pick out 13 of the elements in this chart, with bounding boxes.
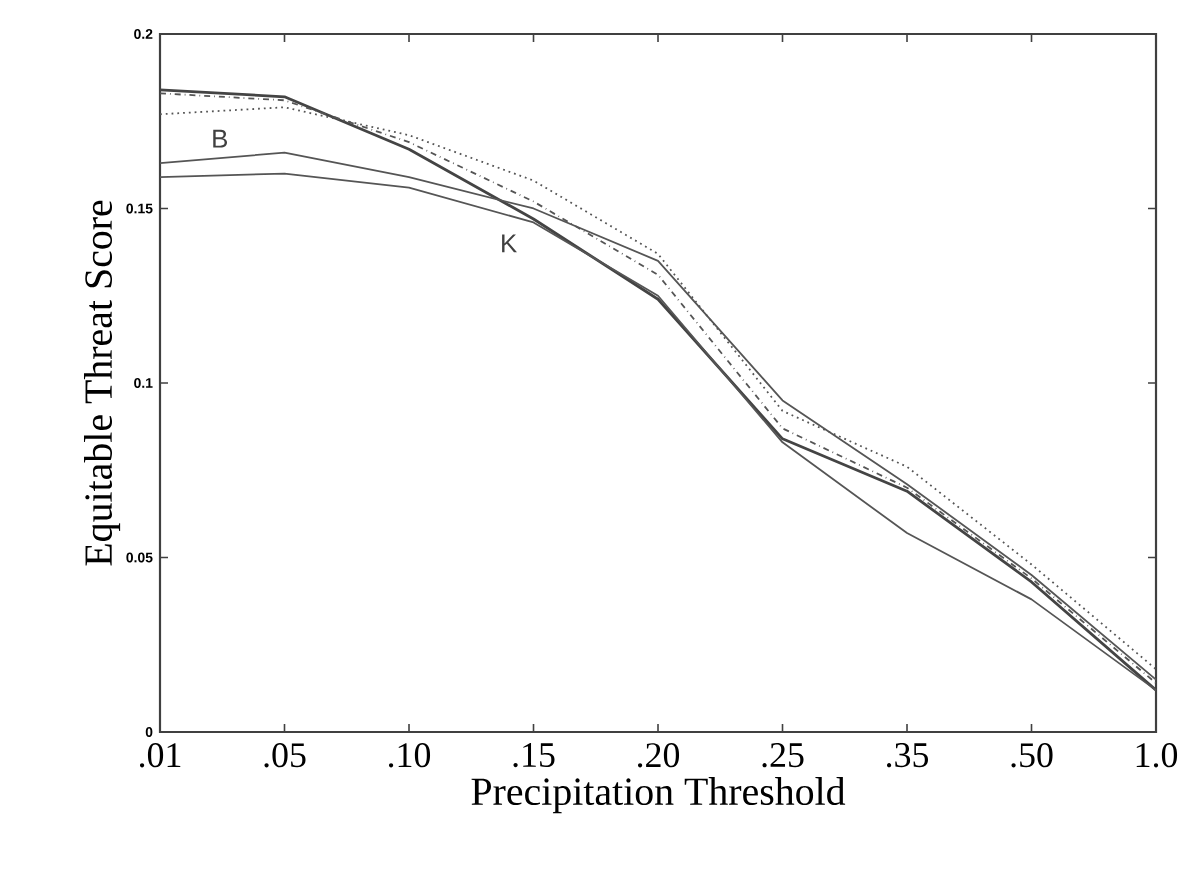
x-tick-label: .20 bbox=[637, 743, 680, 768]
x-tick-label: .10 bbox=[388, 743, 431, 768]
x-axis-title: Precipitation Threshold bbox=[471, 777, 846, 814]
x-tick-label: .15 bbox=[513, 743, 555, 768]
x-tick-label: .05 bbox=[264, 743, 306, 768]
x-tick-label: .35 bbox=[886, 743, 929, 768]
x-tick-label: 1.0 bbox=[1136, 743, 1178, 768]
y-axis-title: Equitable Threat Score bbox=[84, 200, 121, 566]
annotation: K bbox=[502, 234, 517, 253]
annotation: B bbox=[213, 129, 228, 148]
x-tick-label: .25 bbox=[762, 743, 804, 768]
x-tick-label: .50 bbox=[1011, 743, 1053, 768]
x-tick-label: .01 bbox=[139, 743, 181, 768]
